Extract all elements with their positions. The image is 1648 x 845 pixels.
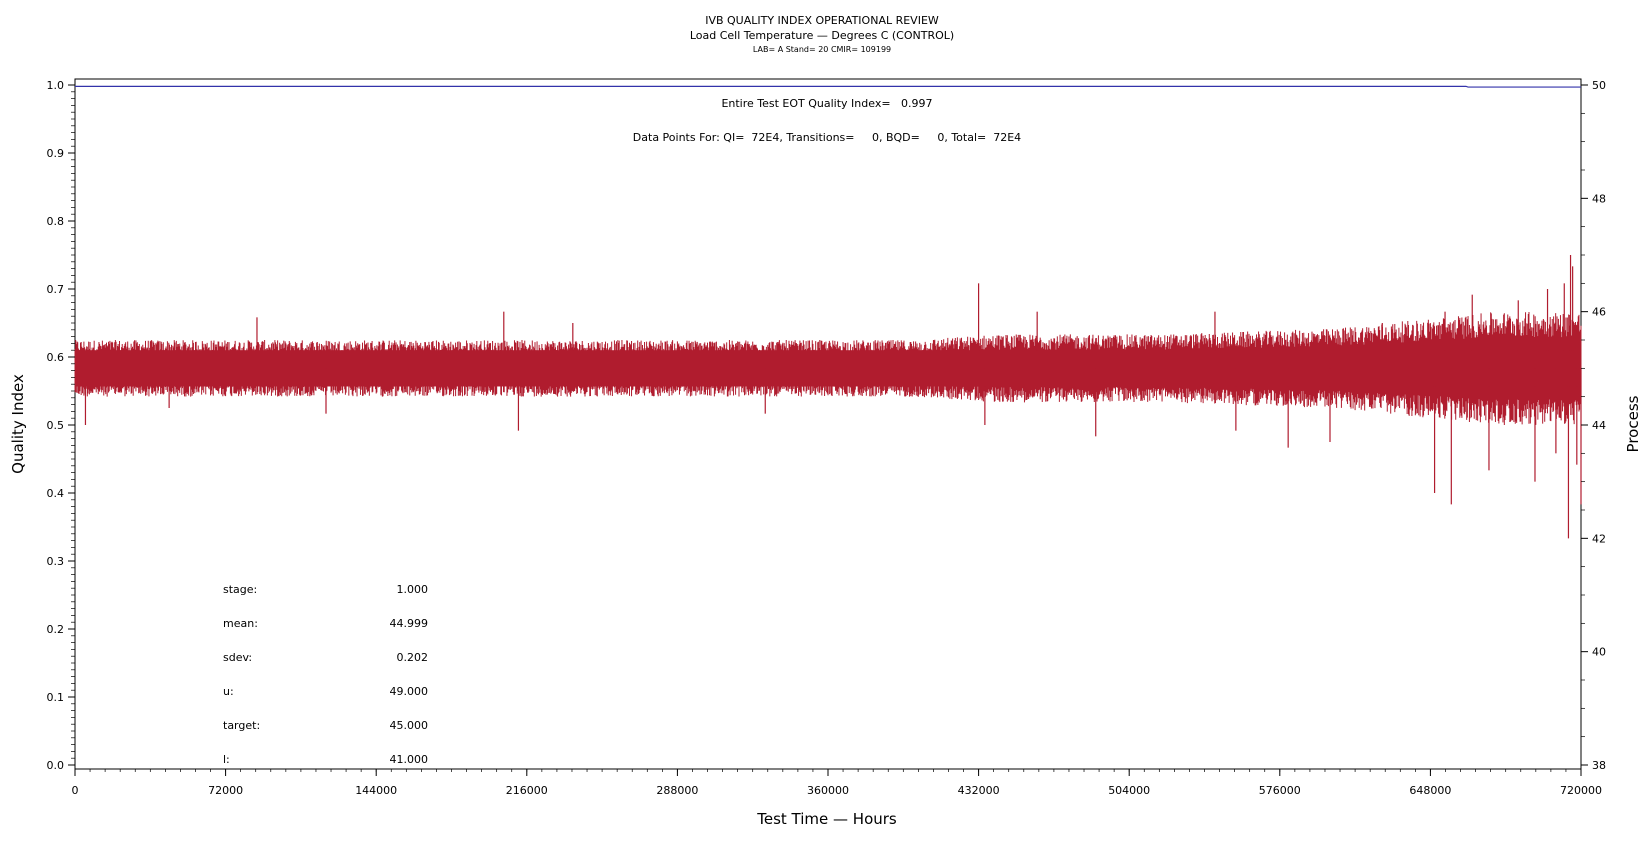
x-tick-label: 216000 bbox=[506, 784, 548, 797]
x-axis-label: Test Time — Hours bbox=[756, 810, 897, 828]
chart-title: IVB QUALITY INDEX OPERATIONAL REVIEW bbox=[705, 14, 939, 27]
y2-tick-label: 38 bbox=[1592, 759, 1606, 772]
y2-tick-label: 44 bbox=[1592, 419, 1606, 432]
eot-quality-index-annotation: Entire Test EOT Quality Index= 0.997 bbox=[721, 97, 932, 110]
y-tick-label: 0.5 bbox=[47, 419, 65, 432]
process-series-core bbox=[75, 350, 1581, 387]
y-tick-label: 0.3 bbox=[47, 555, 65, 568]
stat-value-l: 41.000 bbox=[390, 753, 429, 766]
x-tick-label: 360000 bbox=[807, 784, 849, 797]
y-tick-label: 0.6 bbox=[47, 351, 65, 364]
stat-label-stage: stage: bbox=[223, 583, 257, 596]
x-tick-label: 144000 bbox=[355, 784, 397, 797]
y-tick-label: 0.2 bbox=[47, 623, 65, 636]
y2-tick-label: 40 bbox=[1592, 646, 1606, 659]
y-tick-label: 0.0 bbox=[47, 759, 65, 772]
stat-label-target: target: bbox=[223, 719, 260, 732]
series-layer bbox=[74, 85, 1582, 539]
y-tick-label: 0.4 bbox=[47, 487, 65, 500]
stat-label-sdev: sdev: bbox=[223, 651, 252, 664]
x-tick-label: 648000 bbox=[1409, 784, 1451, 797]
chart-subtitle-meta: LAB= A Stand= 20 CMIR= 109199 bbox=[753, 45, 891, 54]
y-axis-label: Quality Index bbox=[9, 374, 27, 474]
y-tick-label: 0.8 bbox=[47, 215, 65, 228]
x-tick-label: 504000 bbox=[1108, 784, 1150, 797]
y2-tick-label: 42 bbox=[1592, 532, 1606, 545]
stats-block: stage: 1.000 mean: 44.999 sdev: 0.202 u:… bbox=[223, 583, 428, 766]
stat-label-mean: mean: bbox=[223, 617, 258, 630]
y-tick-label: 0.9 bbox=[47, 147, 65, 160]
chart-subtitle: Load Cell Temperature — Degrees C (CONTR… bbox=[690, 29, 954, 42]
plot-frame bbox=[74, 78, 1582, 770]
x-tick-label: 72000 bbox=[208, 784, 243, 797]
y2-tick-label: 46 bbox=[1592, 306, 1606, 319]
stat-value-sdev: 0.202 bbox=[397, 651, 429, 664]
stat-value-u: 49.000 bbox=[390, 685, 429, 698]
x-tick-label: 288000 bbox=[656, 784, 698, 797]
y2-axis-label: Process bbox=[1624, 395, 1642, 452]
x-tick-label: 576000 bbox=[1259, 784, 1301, 797]
x-tick-label: 0 bbox=[72, 784, 79, 797]
y-tick-label: 0.7 bbox=[47, 283, 65, 296]
y2-tick-label: 48 bbox=[1592, 192, 1606, 205]
quality-index-series bbox=[75, 85, 1581, 88]
stat-value-target: 45.000 bbox=[390, 719, 429, 732]
y2-tick-label: 50 bbox=[1592, 79, 1606, 92]
y-tick-label: 0.1 bbox=[47, 691, 65, 704]
x-tick-label: 432000 bbox=[958, 784, 1000, 797]
data-points-annotation: Data Points For: QI= 72E4, Transitions= … bbox=[633, 131, 1021, 144]
y-tick-label: 1.0 bbox=[47, 79, 65, 92]
stat-value-stage: 1.000 bbox=[397, 583, 429, 596]
stat-value-mean: 44.999 bbox=[390, 617, 429, 630]
x-tick-label: 720000 bbox=[1560, 784, 1602, 797]
stat-label-u: u: bbox=[223, 685, 234, 698]
stat-label-l: l: bbox=[223, 753, 230, 766]
axis-layer: 0 72000 144000 216000 288000 360000 432000 5040… bbox=[47, 79, 1607, 797]
